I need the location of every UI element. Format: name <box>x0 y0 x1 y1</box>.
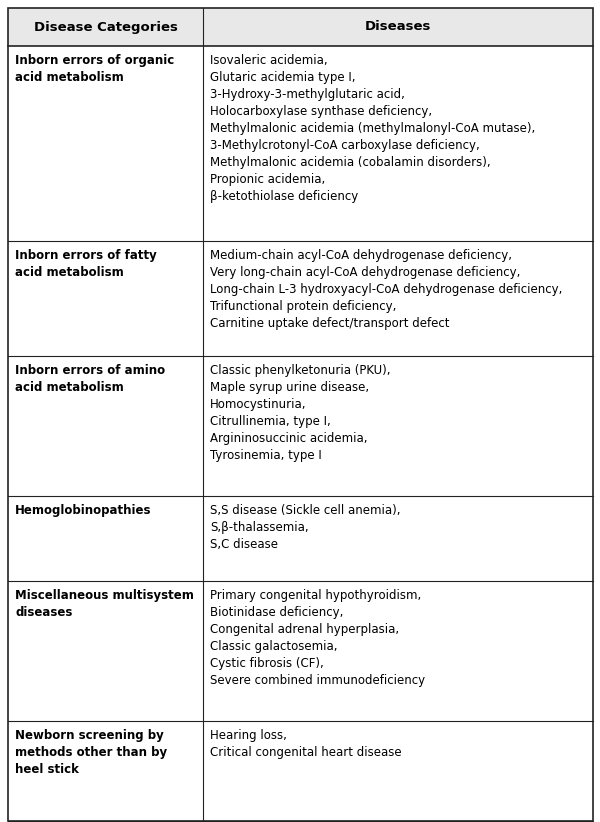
Bar <box>8 581 593 721</box>
Bar <box>8 8 593 821</box>
Text: Diseases: Diseases <box>365 21 431 34</box>
Text: Primary congenital hypothyroidism,
Biotinidase deficiency,
Congenital adrenal hy: Primary congenital hypothyroidism, Bioti… <box>210 589 425 687</box>
Text: S,S disease (Sickle cell anemia),
S,β-thalassemia,
S,C disease: S,S disease (Sickle cell anemia), S,β-th… <box>210 504 401 551</box>
Text: Medium-chain acyl-CoA dehydrogenase deficiency,
Very long-chain acyl-CoA dehydro: Medium-chain acyl-CoA dehydrogenase defi… <box>210 249 562 330</box>
Text: Isovaleric acidemia,
Glutaric acidemia type I,
3-Hydroxy-3-methylglutaric acid,
: Isovaleric acidemia, Glutaric acidemia t… <box>210 54 535 203</box>
Text: Newborn screening by
methods other than by
heel stick: Newborn screening by methods other than … <box>15 729 167 776</box>
Bar <box>8 46 593 241</box>
Bar <box>8 8 593 46</box>
Text: Miscellaneous multisystem
diseases: Miscellaneous multisystem diseases <box>15 589 194 619</box>
Text: Inborn errors of amino
acid metabolism: Inborn errors of amino acid metabolism <box>15 364 165 394</box>
Text: Inborn errors of fatty
acid metabolism: Inborn errors of fatty acid metabolism <box>15 249 157 279</box>
Bar <box>8 721 593 821</box>
Text: Hemoglobinopathies: Hemoglobinopathies <box>15 504 151 517</box>
Bar <box>8 241 593 356</box>
Bar <box>8 496 593 581</box>
Text: Classic phenylketonuria (PKU),
Maple syrup urine disease,
Homocystinuria,
Citrul: Classic phenylketonuria (PKU), Maple syr… <box>210 364 391 462</box>
Text: Disease Categories: Disease Categories <box>34 21 178 34</box>
Bar <box>8 356 593 496</box>
Text: Hearing loss,
Critical congenital heart disease: Hearing loss, Critical congenital heart … <box>210 729 401 759</box>
Text: Inborn errors of organic
acid metabolism: Inborn errors of organic acid metabolism <box>15 54 174 84</box>
